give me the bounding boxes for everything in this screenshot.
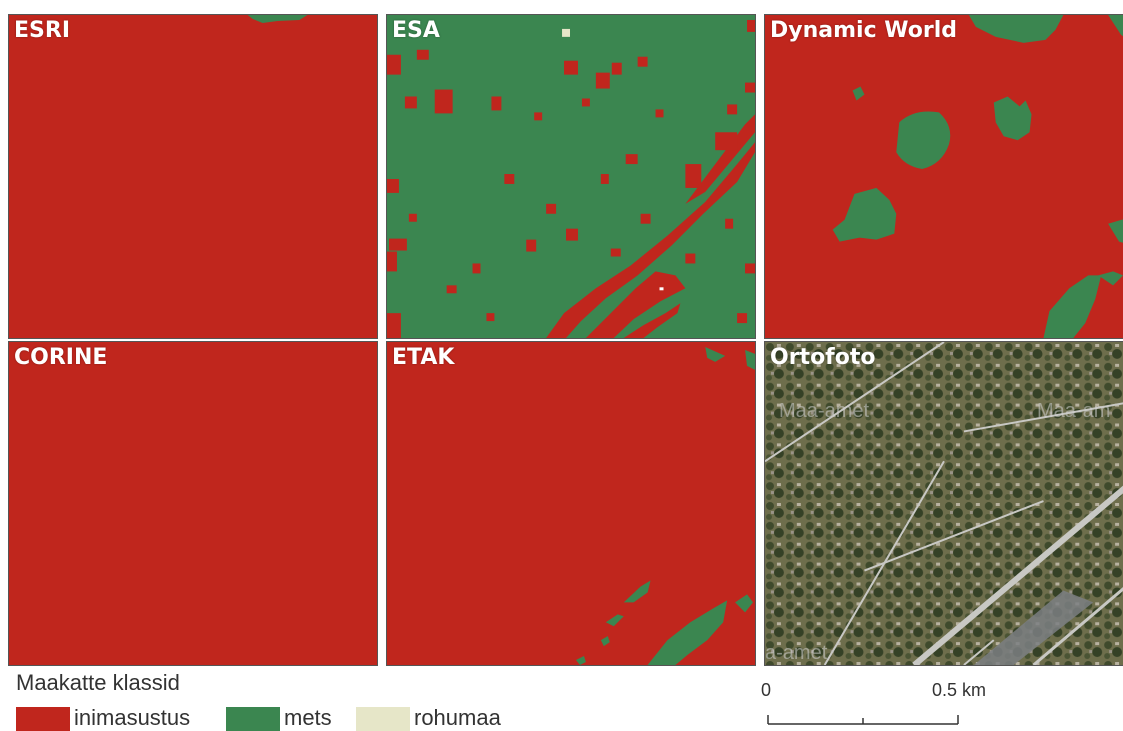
panel-title-corine: CORINE [14, 345, 108, 370]
land-cover-map-corine [9, 342, 377, 665]
land-cover-map-dynamic-world [765, 15, 1123, 338]
land-cover-map-esri [9, 15, 377, 338]
map-panel-corine: CORINE [8, 341, 378, 666]
scale-start-label: 0 [761, 680, 772, 700]
map-panel-ortofoto: Maa-amet Maa-am a-amet Ortofoto [764, 341, 1123, 666]
legend-label: inimasustus [74, 705, 191, 730]
watermark-text: Maa-am [1037, 400, 1111, 422]
panel-title-etak: ETAK [392, 345, 455, 370]
panel-title-dynamic-world: Dynamic World [770, 18, 958, 43]
panel-title-esa: ESA [392, 18, 440, 43]
map-panel-dynamic-world: Dynamic World [764, 14, 1123, 339]
legend-swatch [226, 707, 280, 731]
legend-label: rohumaa [414, 705, 501, 730]
watermark-text: a-amet [765, 642, 828, 664]
map-panel-etak: ETAK [386, 341, 756, 666]
watermark-text: Maa-amet [779, 400, 870, 422]
legend-title: Maakatte klassid [16, 670, 180, 695]
legend-swatch [356, 707, 410, 731]
land-cover-map-esa [387, 15, 755, 338]
scale-bar: 0 0.5 km [760, 680, 1000, 730]
panel-title-ortofoto: Ortofoto [770, 345, 876, 370]
map-panel-esri: ESRI [8, 14, 378, 339]
scale-bar-line [767, 715, 959, 725]
panel-title-esri: ESRI [14, 18, 70, 43]
legend-swatch [16, 707, 70, 731]
land-cover-map-etak [387, 342, 755, 665]
aerial-photo [765, 342, 1123, 665]
legend-label: mets [284, 705, 332, 730]
map-panel-esa: ESA [386, 14, 756, 339]
scale-end-label: 0.5 km [932, 680, 987, 700]
